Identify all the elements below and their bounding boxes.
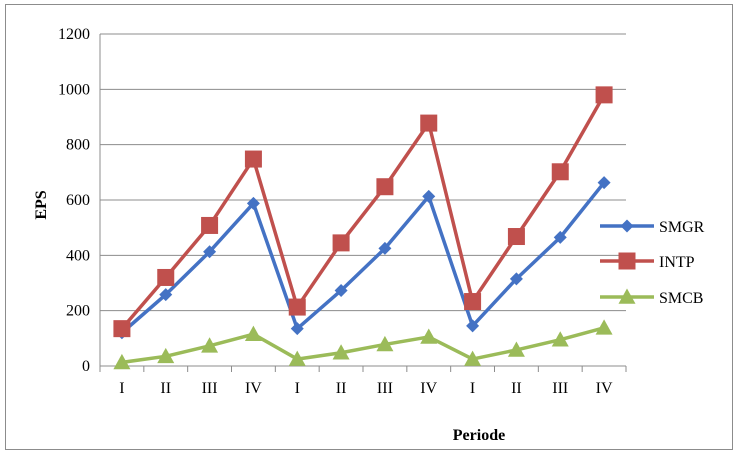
point-smcb (201, 337, 219, 353)
x-tick-label: IV (245, 380, 262, 397)
point-smcb (113, 353, 131, 370)
x-tick-label: III (377, 380, 393, 397)
y-tick-label: 800 (66, 137, 90, 154)
point-smgr (597, 176, 611, 190)
point-smcb (595, 319, 613, 335)
point-smcb (288, 350, 306, 366)
point-smgr (290, 322, 304, 336)
x-tick-label: III (552, 380, 568, 397)
x-tick-label: I (119, 380, 124, 397)
series-smcb (113, 319, 613, 370)
series-group (113, 86, 613, 370)
point-smgr (203, 245, 217, 259)
point-intp (376, 178, 394, 196)
x-tick-label: IV (420, 380, 437, 397)
legend-label: SMCB (659, 290, 703, 307)
point-intp (507, 228, 525, 246)
point-smcb (507, 341, 525, 357)
point-smcb (551, 331, 569, 347)
point-smcb (157, 347, 175, 364)
series-line-intp (120, 94, 606, 330)
legend-item-smgr: SMGR (600, 219, 705, 236)
point-smgr (466, 319, 480, 333)
point-intp (201, 216, 219, 234)
point-smgr (422, 189, 436, 203)
point-smgr (509, 272, 523, 286)
point-intp (288, 298, 306, 316)
y-tick-label: 1000 (58, 81, 90, 98)
point-intp (464, 293, 482, 311)
y-tick-label: 400 (66, 247, 90, 264)
y-tick-labels: 0 200 400 600 800 1000 1200 (58, 26, 90, 375)
point-intp (420, 114, 438, 132)
series-intp (113, 86, 613, 338)
x-tick-label: III (202, 380, 218, 397)
y-tick-label: 1200 (58, 26, 90, 43)
series-line-smgr (120, 181, 606, 335)
x-axis-title: Periode (453, 427, 505, 444)
point-smcb (420, 328, 438, 344)
x-tick-label: II (160, 380, 171, 397)
point-intp (244, 150, 262, 168)
y-axis-title: EPS (33, 190, 50, 219)
series-smgr (115, 176, 611, 340)
x-tick-labels: I II III IV I II III IV I II III IV (119, 380, 613, 397)
grid-lines (99, 33, 627, 372)
series-line-smcb (121, 326, 605, 365)
legend-item-intp: INTP (600, 252, 695, 271)
point-smgr (334, 283, 348, 297)
point-smgr (159, 288, 173, 302)
x-tick-label: I (295, 380, 300, 397)
y-tick-label: 0 (82, 358, 90, 375)
y-tick-label: 600 (66, 192, 90, 209)
point-intp (595, 86, 613, 104)
legend-marker (620, 219, 634, 233)
x-tick-label: II (336, 380, 347, 397)
point-smgr (246, 196, 260, 210)
point-intp (551, 163, 569, 181)
point-smgr (553, 230, 567, 244)
point-smcb (376, 335, 394, 352)
legend-marker (618, 252, 636, 270)
point-smgr (378, 241, 392, 255)
legend-label: INTP (659, 254, 695, 271)
legend: SMGR INTP SMCB (600, 219, 705, 307)
legend-marker (618, 288, 636, 304)
point-intp (157, 268, 175, 286)
x-tick-label: IV (596, 380, 613, 397)
legend-label: SMGR (659, 219, 705, 236)
point-intp (113, 320, 131, 338)
point-intp (332, 234, 350, 252)
y-tick-label: 200 (66, 303, 90, 320)
point-smcb (464, 350, 482, 366)
x-tick-label: II (511, 380, 522, 397)
point-smcb (332, 344, 350, 360)
legend-item-smcb: SMCB (600, 288, 703, 307)
point-smcb (244, 325, 262, 341)
x-tick-label: I (470, 380, 475, 397)
